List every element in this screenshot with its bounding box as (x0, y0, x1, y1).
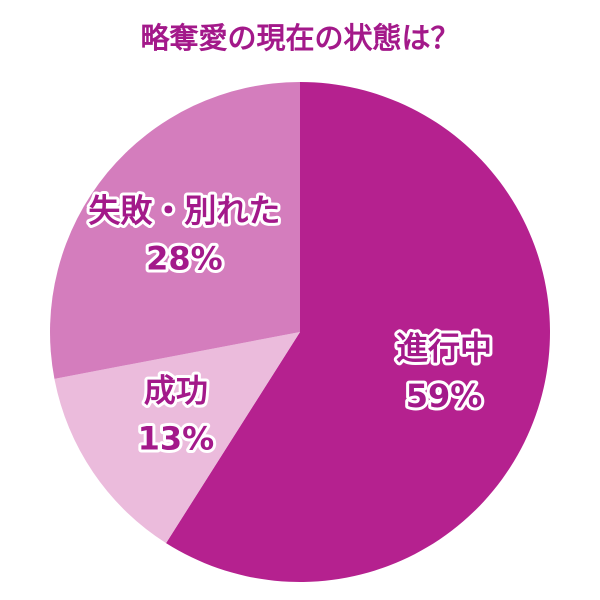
slice-label: 進行中 (396, 329, 492, 367)
pie-slice (54, 332, 300, 544)
pie-slice (49, 82, 301, 379)
slice-value: 28% (146, 239, 223, 277)
pie-slice (166, 82, 550, 582)
slice-value: 59% (406, 377, 483, 415)
slice-label: 失敗・別れた (88, 191, 280, 229)
chart-title: 略奪愛の現在の状態は？ (140, 21, 459, 55)
slice-label: 成功 (144, 371, 208, 409)
slice-value: 13% (138, 419, 215, 457)
